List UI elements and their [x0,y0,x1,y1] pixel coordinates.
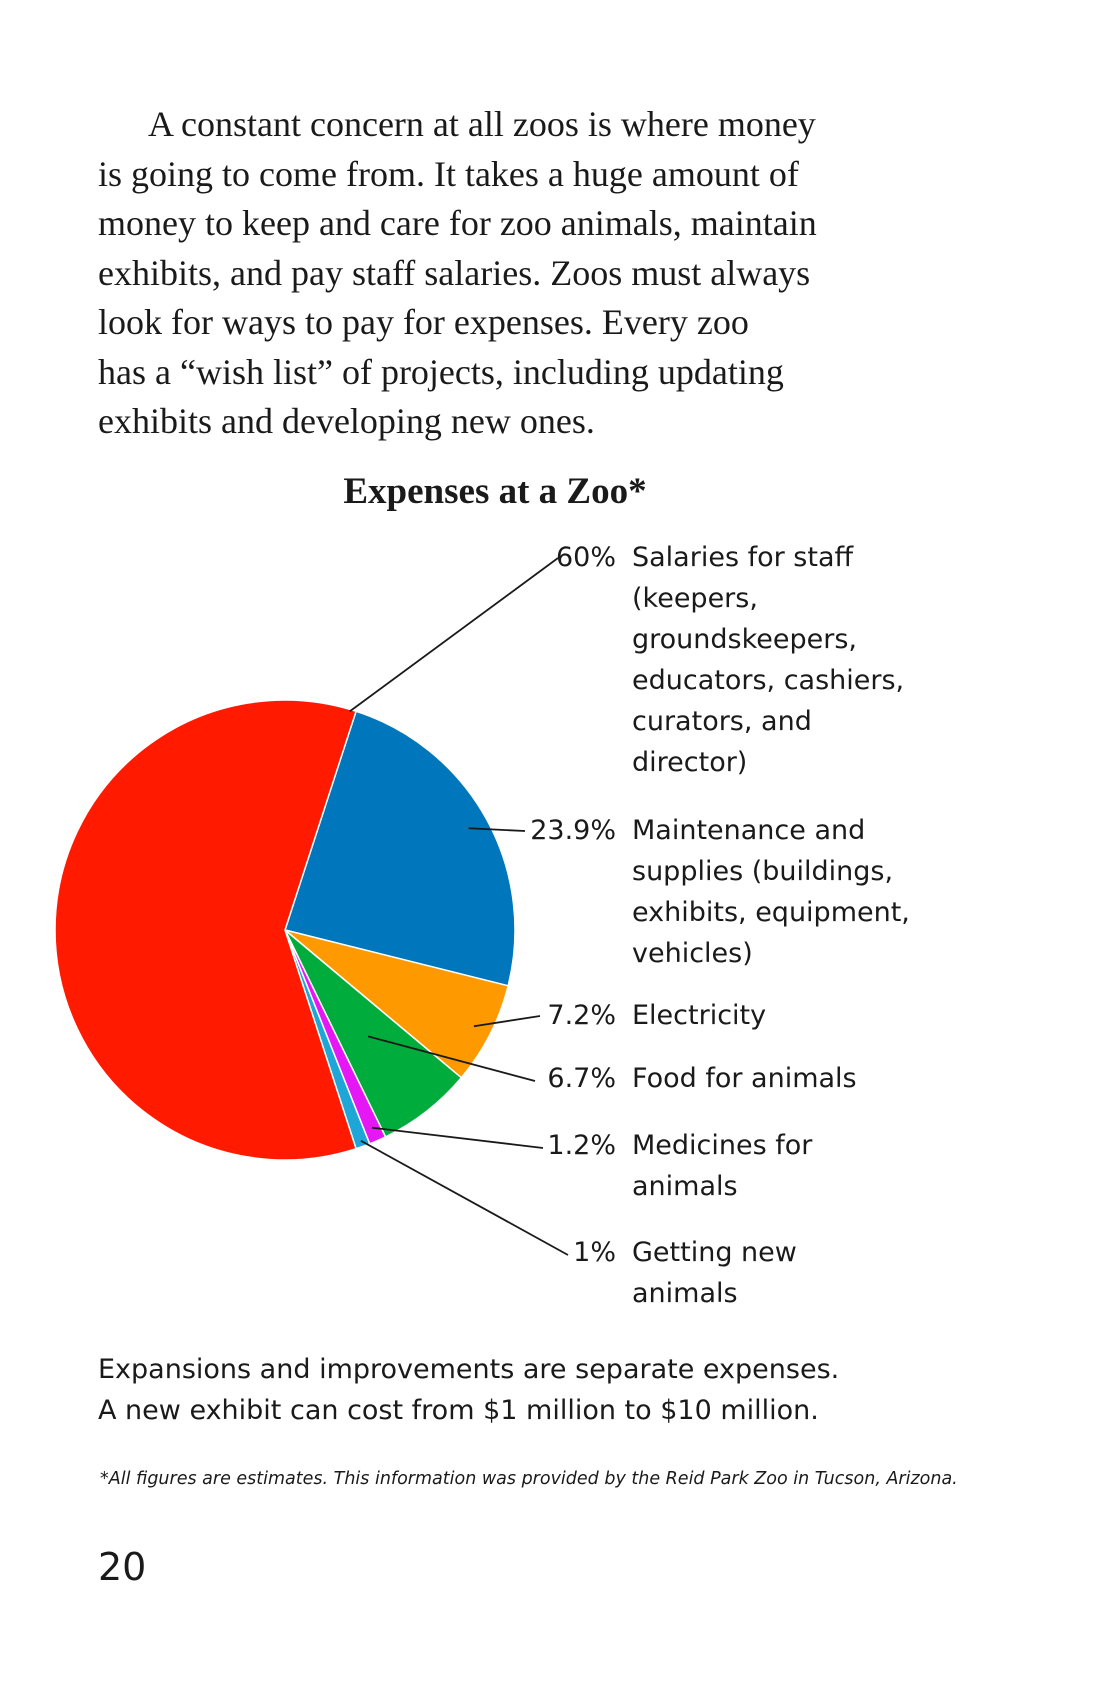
leader-line [473,1015,541,1028]
intro-line: is going to come from. It takes a huge a… [98,153,799,194]
slice-percent-label: 6.7% [547,1063,616,1094]
slice-category-label: Electricity [632,995,932,1036]
slice-label-line: exhibits, equipment, [632,897,910,928]
slice-category-label: Maintenance and supplies (buildings, exhib… [632,810,932,974]
leader-line [367,1035,536,1082]
slice-category-label: Medicines for animals [632,1125,932,1207]
slice-label-line: Electricity [632,1000,767,1031]
footnote: *All figures are estimates. This informa… [100,1469,958,1489]
pie-slice [284,929,510,1079]
slice-label-line: supplies (buildings, [632,856,894,887]
slice-label-line: curators, and [632,706,812,737]
slice-label-line: Food for animals [632,1063,857,1094]
slice-category-label: Food for animals [632,1058,932,1099]
note-line: A new exhibit can cost from $1 million t… [98,1395,819,1426]
intro-paragraph: A constant concern at all zoos is where … [98,100,928,447]
slice-label-line: groundskeepers, [632,624,857,655]
note-line: Expansions and improvements are separate… [98,1354,840,1385]
slice-percent-label: 7.2% [547,1000,616,1031]
slice-label-line: animals [632,1278,738,1309]
slice-label-line: Salaries for staff [632,542,854,573]
intro-line: money to keep and care for zoo animals, … [98,203,817,243]
slice-label-line: educators, cashiers, [632,665,905,696]
intro-line: look for ways to pay for expenses. Every… [98,302,749,342]
slice-label-line: Maintenance and [632,815,866,846]
slice-label-line: Medicines for [632,1130,813,1161]
intro-line: has a “wish list” of projects, including… [98,351,784,392]
page-number: 20 [98,1545,147,1589]
slice-category-label: Getting new animals [632,1232,932,1314]
slice-percent-label: 1% [573,1237,616,1268]
intro-line: A constant concern at all zoos is where … [148,104,816,144]
slice-label-line: (keepers, [632,583,758,614]
slice-percent-label: 60% [555,542,616,573]
slice-percent-label: 1.2% [547,1130,616,1161]
slice-label-line: animals [632,1171,738,1202]
leader-line [468,827,526,832]
leader-line [349,557,559,713]
leader-line [371,1126,544,1149]
slice-label-line: director) [632,747,748,778]
slice-category-label: Salaries for staff (keepers, groundskeeper… [632,537,932,783]
cost-note: Expansions and improvements are separate… [98,1349,998,1431]
intro-line: exhibits and developing new ones. [98,401,595,441]
slice-label-line: Getting new [632,1237,797,1268]
leader-line [360,1139,569,1256]
slice-label-line: vehicles) [632,938,753,969]
slice-percent-label: 23.9% [530,815,616,846]
pie-slice [284,710,516,987]
chart-title: Expenses at a Zoo* [343,471,647,512]
pie-slice [54,699,358,1161]
intro-line: exhibits, and pay staff salaries. Zoos m… [98,252,811,293]
